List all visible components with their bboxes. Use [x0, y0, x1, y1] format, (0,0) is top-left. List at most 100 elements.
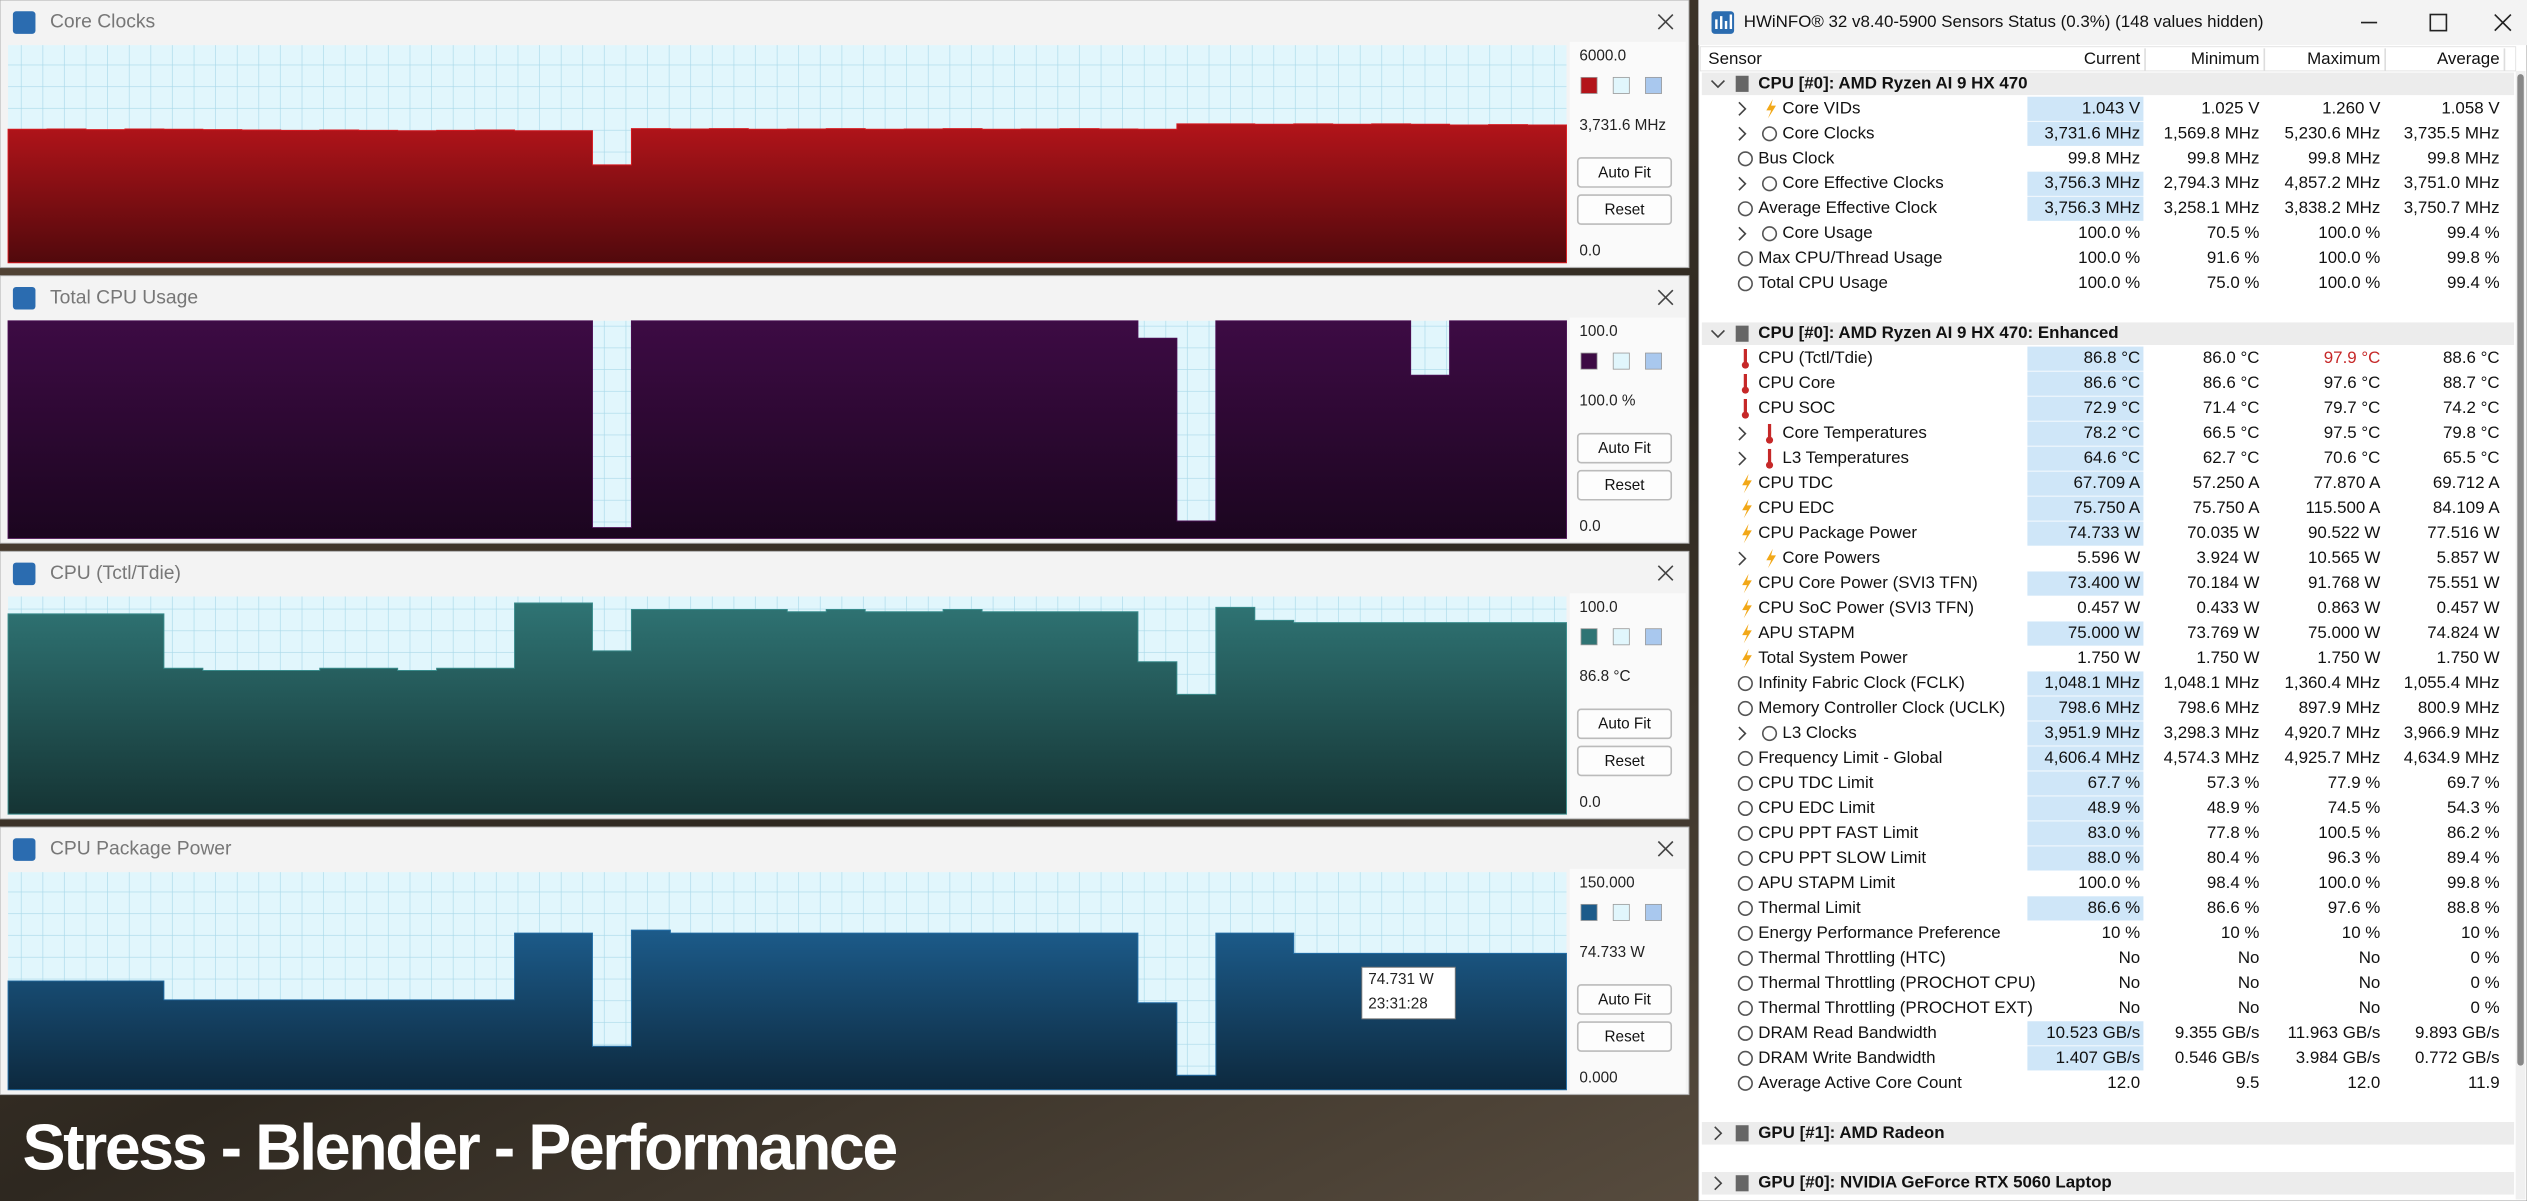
sensor-value: 0.433 W: [2197, 598, 2260, 617]
sensor-label[interactable]: Total CPU Usage: [1758, 273, 1888, 292]
sensor-value: 1.750 W: [2077, 648, 2140, 667]
close-button[interactable]: [1657, 289, 1674, 306]
sensor-label[interactable]: CPU Package Power: [1758, 523, 1917, 542]
expander[interactable]: [1738, 226, 1747, 241]
button-label[interactable]: Reset: [1605, 477, 1646, 494]
color-swatch[interactable]: [1612, 903, 1630, 921]
expander[interactable]: [1738, 551, 1747, 566]
sensor-label[interactable]: Frequency Limit - Global: [1758, 748, 1942, 767]
sensor-label[interactable]: L3 Clocks: [1782, 723, 1856, 742]
expander[interactable]: [1738, 726, 1747, 741]
sensor-label[interactable]: Average Effective Clock: [1758, 198, 1937, 217]
button[interactable]: [1576, 469, 1673, 501]
color-swatch[interactable]: [1645, 352, 1662, 370]
expander[interactable]: [1710, 80, 1725, 89]
button-label[interactable]: Reset: [1605, 1028, 1646, 1045]
button[interactable]: [1576, 1021, 1673, 1052]
sensor-label[interactable]: Core Clocks: [1782, 123, 1874, 142]
button-label[interactable]: Auto Fit: [1598, 440, 1651, 457]
button-label[interactable]: Auto Fit: [1598, 716, 1651, 733]
button[interactable]: [1576, 194, 1673, 225]
sensor-label[interactable]: Core Usage: [1782, 223, 1872, 242]
expander[interactable]: [1714, 1126, 1723, 1141]
button-label[interactable]: Reset: [1605, 753, 1646, 770]
maximize-button[interactable]: [2429, 13, 2448, 32]
color-swatch[interactable]: [1580, 903, 1598, 921]
scrollbar[interactable]: [2517, 74, 2524, 1066]
sensor-label[interactable]: CPU Core Power (SVI3 TFN): [1758, 573, 1977, 592]
close-button[interactable]: [1657, 840, 1674, 857]
color-swatch[interactable]: [1612, 76, 1630, 94]
color-swatch[interactable]: [1645, 76, 1662, 94]
button[interactable]: [1576, 708, 1673, 740]
sensor-value: 0 %: [2470, 973, 2499, 992]
color-swatch[interactable]: [1580, 628, 1598, 646]
sensor-value: 10 %: [2461, 923, 2500, 942]
sensor-label[interactable]: CPU Core: [1758, 373, 1835, 392]
button[interactable]: [1576, 432, 1673, 464]
sensor-label[interactable]: CPU PPT SLOW Limit: [1758, 848, 1926, 867]
button[interactable]: [1576, 984, 1673, 1015]
color-swatch[interactable]: [1580, 352, 1598, 370]
sensor-label[interactable]: Total System Power: [1758, 648, 1908, 667]
sensor-label[interactable]: DRAM Read Bandwidth: [1758, 1023, 1937, 1042]
sensor-value: 9.355 GB/s: [2175, 1023, 2260, 1042]
color-swatch[interactable]: [1612, 352, 1630, 370]
expander[interactable]: [1738, 176, 1747, 191]
sensor-label[interactable]: Energy Performance Preference: [1758, 923, 2000, 942]
close-button[interactable]: [1657, 565, 1674, 581]
sensor-label[interactable]: Core Effective Clocks: [1782, 173, 1943, 192]
sensor-label[interactable]: CPU EDC: [1758, 498, 1834, 517]
sensor-label[interactable]: Infinity Fabric Clock (FCLK): [1758, 673, 1965, 692]
expander[interactable]: [1738, 101, 1747, 116]
expander[interactable]: [1714, 1176, 1723, 1191]
sensor-value: 80.4 %: [2207, 848, 2260, 867]
sensor-label[interactable]: CPU EDC Limit: [1758, 798, 1875, 817]
group-row[interactable]: [1701, 1171, 2515, 1195]
icon-clock: [1737, 900, 1753, 916]
sensor-label[interactable]: CPU PPT FAST Limit: [1758, 823, 1918, 842]
sensor-label[interactable]: APU STAPM: [1758, 623, 1854, 642]
group-row[interactable]: [1701, 72, 2515, 96]
sensor-label[interactable]: Memory Controller Clock (UCLK): [1758, 698, 2005, 717]
sensor-label[interactable]: Core Powers: [1782, 548, 1880, 567]
button-label[interactable]: Reset: [1605, 201, 1646, 218]
color-swatch[interactable]: [1580, 76, 1598, 94]
color-swatch[interactable]: [1612, 628, 1630, 646]
group-row[interactable]: [1701, 322, 2515, 345]
sensor-label[interactable]: Thermal Throttling (PROCHOT CPU): [1758, 973, 2035, 992]
sensor-label[interactable]: Thermal Limit: [1758, 898, 1861, 917]
group-row[interactable]: [1701, 1122, 2515, 1145]
window-title: Total CPU Usage: [50, 286, 198, 308]
sensor-label[interactable]: Max CPU/Thread Usage: [1758, 248, 1942, 267]
button[interactable]: [1576, 745, 1673, 777]
expander[interactable]: [1738, 451, 1747, 466]
sensor-label[interactable]: CPU SOC: [1758, 398, 1835, 417]
sensor-label[interactable]: CPU SoC Power (SVI3 TFN): [1758, 598, 1974, 617]
sensor-label[interactable]: L3 Temperatures: [1782, 448, 1909, 467]
button-label[interactable]: Auto Fit: [1598, 991, 1651, 1008]
color-swatch[interactable]: [1645, 903, 1662, 921]
expander[interactable]: [1710, 329, 1725, 339]
button-label[interactable]: Auto Fit: [1598, 164, 1651, 181]
close-button[interactable]: [1657, 13, 1674, 30]
expander[interactable]: [1738, 426, 1747, 441]
sensor-label[interactable]: CPU TDC Limit: [1758, 773, 1874, 792]
expander[interactable]: [1738, 126, 1747, 141]
color-swatch[interactable]: [1645, 628, 1662, 646]
button[interactable]: [1576, 157, 1673, 188]
sensor-label[interactable]: CPU TDC: [1758, 473, 1833, 492]
sensor-label[interactable]: Bus Clock: [1758, 148, 1835, 167]
sensor-label[interactable]: Core Temperatures: [1782, 423, 1926, 442]
sensor-label[interactable]: Average Active Core Count: [1758, 1073, 1962, 1092]
sensor-label[interactable]: Thermal Throttling (HTC): [1758, 948, 1946, 967]
sensor-label[interactable]: DRAM Write Bandwidth: [1758, 1048, 1935, 1067]
sensor-label[interactable]: CPU (Tctl/Tdie): [1758, 348, 1873, 367]
sensor-label[interactable]: APU STAPM Limit: [1758, 873, 1895, 892]
sensor-label[interactable]: Core VIDs: [1782, 98, 1860, 117]
icon-clock: [1737, 825, 1753, 842]
close-button[interactable]: [2494, 13, 2512, 32]
graph-window: CPU Package Power 0.000 150.000 74.733 W Aut…: [0, 826, 1690, 1096]
sensor-label[interactable]: Thermal Throttling (PROCHOT EXT): [1758, 998, 2033, 1017]
